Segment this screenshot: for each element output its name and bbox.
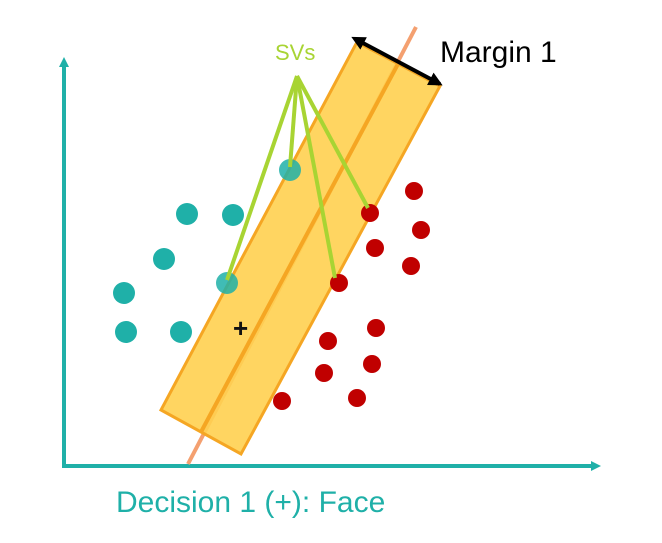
sv-pointer-lines: [225, 75, 370, 281]
svs-label: SVs: [275, 40, 315, 65]
negative-point: [113, 282, 135, 304]
negative-point: [115, 321, 137, 343]
support-vector-negative: [279, 159, 301, 181]
positive-point: [366, 239, 384, 257]
sv-pointer: [288, 75, 299, 168]
positive-point: [405, 182, 423, 200]
positive-point: [348, 389, 366, 407]
sv-pointer: [295, 75, 337, 279]
positive-point: [273, 392, 291, 410]
support-vector-positive: [361, 204, 379, 222]
sv-pointer: [295, 75, 370, 209]
positive-point: [319, 332, 337, 350]
negative-point: [176, 203, 198, 225]
decision-caption: Decision 1 (+): Face: [116, 486, 385, 519]
positive-point: [367, 319, 385, 337]
margin-label: Margin 1: [440, 36, 557, 69]
decision-boundary-center: [199, 63, 400, 433]
positive-point: [402, 257, 420, 275]
negative-point: [170, 321, 192, 343]
negative-point: [222, 204, 244, 226]
sv-pointer: [225, 75, 299, 281]
positive-region-marker: +: [233, 313, 248, 343]
support-vector-negative: [216, 272, 238, 294]
positive-point: [412, 221, 430, 239]
negative-point: [153, 248, 175, 270]
positive-point: [315, 364, 333, 382]
positive-point: [363, 355, 381, 373]
margin-arrow: [351, 36, 443, 86]
support-vector-positive: [330, 274, 348, 292]
